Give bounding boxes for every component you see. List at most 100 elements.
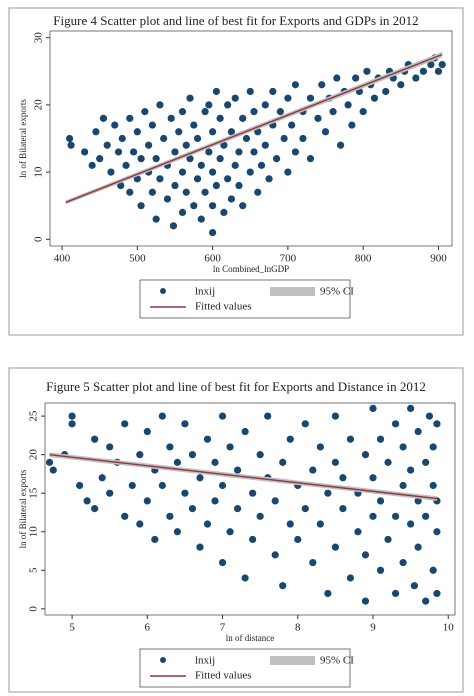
scatter-point bbox=[331, 543, 339, 551]
scatter-point bbox=[286, 520, 294, 528]
scatter-point bbox=[227, 128, 236, 136]
scatter-point bbox=[309, 466, 317, 474]
scatter-point bbox=[173, 528, 182, 536]
scatter-point bbox=[167, 114, 175, 122]
scatter-point bbox=[276, 108, 284, 116]
scatter-point bbox=[190, 202, 198, 210]
x-tick-label: 7 bbox=[220, 622, 226, 634]
scatter-point bbox=[429, 566, 437, 574]
scatter-point bbox=[407, 520, 415, 528]
scatter-point bbox=[412, 74, 420, 82]
scatter-point bbox=[344, 101, 352, 109]
scatter-point bbox=[256, 512, 264, 520]
scatter-point bbox=[171, 181, 179, 190]
y-tick-label: 10 bbox=[33, 166, 45, 178]
scatter-point bbox=[212, 87, 220, 96]
scatter-point bbox=[201, 188, 209, 196]
scatter-point bbox=[224, 175, 232, 183]
scatter-point bbox=[182, 141, 190, 149]
fitted-line bbox=[65, 53, 443, 203]
x-tick-label: 600 bbox=[204, 253, 221, 265]
scatter-point bbox=[143, 427, 151, 436]
y-tick-label: 20 bbox=[28, 449, 40, 461]
scatter-point bbox=[65, 134, 74, 143]
scatter-point bbox=[117, 181, 125, 190]
scatter-point bbox=[103, 141, 111, 149]
scatter-point bbox=[114, 148, 123, 156]
scatter-point bbox=[429, 443, 437, 451]
scatter-point bbox=[143, 497, 151, 505]
scatter-point bbox=[220, 208, 228, 217]
scatter-point bbox=[288, 121, 296, 129]
scatter-point bbox=[203, 520, 212, 528]
scatter-point bbox=[99, 114, 108, 122]
scatter-point bbox=[427, 60, 435, 69]
scatter-point bbox=[148, 188, 156, 196]
scatter-point bbox=[186, 94, 194, 102]
scatter-point bbox=[212, 181, 220, 190]
scatter-point bbox=[83, 497, 91, 505]
chart-title: Figure 4 Scatter plot and line of best f… bbox=[53, 13, 418, 28]
scatter-point bbox=[361, 551, 370, 559]
scatter-point bbox=[324, 489, 332, 497]
scatter-point bbox=[261, 101, 269, 109]
scatter-point bbox=[363, 67, 371, 75]
y-tick-label: 30 bbox=[33, 32, 45, 44]
legend-label: 95% CI bbox=[320, 286, 354, 298]
scatter-point bbox=[233, 505, 242, 513]
legend-label: 95% CI bbox=[320, 655, 354, 667]
scatter-point bbox=[91, 435, 99, 443]
scatter-point bbox=[68, 420, 76, 428]
scatter-point bbox=[241, 427, 249, 436]
scatter-point bbox=[137, 202, 145, 210]
scatter-point bbox=[271, 497, 279, 505]
scatter-point bbox=[279, 458, 287, 466]
scatter-point bbox=[49, 466, 57, 474]
scatter-point bbox=[321, 128, 330, 136]
y-tick-label: 25 bbox=[28, 410, 40, 422]
scatter-point bbox=[220, 141, 228, 149]
scatter-point bbox=[284, 94, 292, 102]
scatter-point bbox=[346, 435, 355, 443]
scatter-point bbox=[136, 520, 144, 528]
y-tick-label: 5 bbox=[28, 567, 40, 573]
y-axis-label: ln of Bilateral exports bbox=[18, 469, 28, 548]
scatter-point bbox=[68, 412, 76, 420]
y-tick-label: 0 bbox=[33, 236, 45, 242]
scatter-point bbox=[306, 155, 315, 163]
scatter-point bbox=[414, 427, 422, 436]
scatter-point bbox=[242, 134, 251, 143]
scatter-point bbox=[433, 589, 441, 598]
scatter-point bbox=[126, 188, 134, 196]
scatter-point bbox=[250, 148, 258, 156]
x-tick-label: 5 bbox=[69, 622, 75, 634]
scatter-point bbox=[67, 141, 75, 149]
scatter-point bbox=[422, 597, 430, 605]
scatter-point bbox=[414, 497, 422, 505]
scatter-point bbox=[209, 228, 217, 237]
scatter-point bbox=[422, 512, 430, 520]
scatter-point bbox=[352, 74, 360, 82]
scatter-point bbox=[231, 94, 239, 102]
scatter-point bbox=[156, 175, 164, 183]
scatter-point bbox=[376, 566, 385, 574]
scatter-point bbox=[136, 451, 144, 459]
scatter-point bbox=[369, 512, 377, 520]
x-tick-label: 900 bbox=[430, 253, 447, 265]
scatter-point bbox=[331, 458, 339, 466]
scatter-point bbox=[98, 474, 106, 482]
scatter-point bbox=[203, 435, 212, 443]
y-tick-label: 10 bbox=[28, 526, 40, 538]
scatter-point bbox=[211, 497, 219, 505]
plot-frame bbox=[49, 30, 453, 247]
scatter-point bbox=[348, 121, 356, 129]
scatter-point bbox=[309, 558, 317, 567]
scatter-point bbox=[121, 512, 129, 520]
legend-box bbox=[139, 279, 351, 319]
scatter-point bbox=[294, 535, 302, 544]
x-axis-label: ln of distance bbox=[226, 633, 275, 643]
x-tick-label: 10 bbox=[443, 622, 455, 634]
scatter-point bbox=[246, 168, 254, 176]
scatter-point bbox=[316, 520, 324, 528]
scatter-point bbox=[218, 412, 227, 420]
